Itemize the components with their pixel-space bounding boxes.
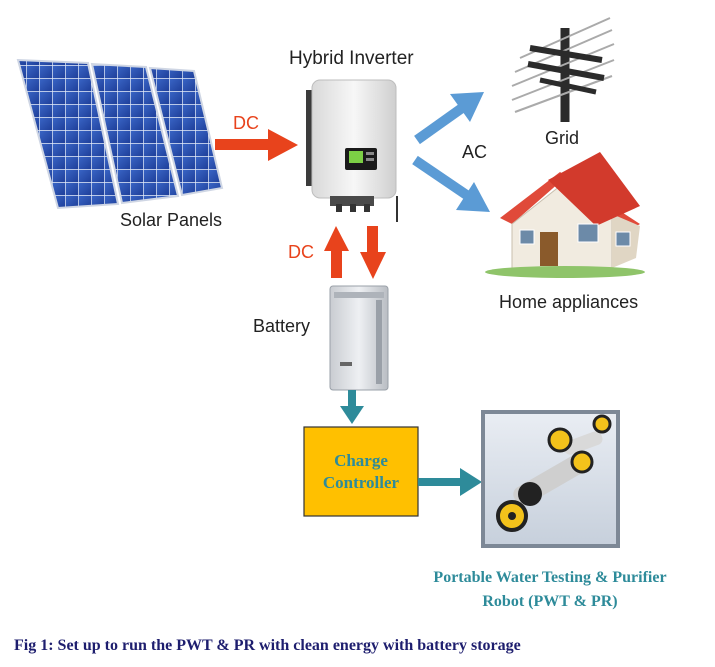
dc-arrow-inverter-to-battery — [360, 226, 386, 279]
solar-panels-label: Solar Panels — [120, 210, 222, 230]
hybrid-inverter-label: Hybrid Inverter — [289, 48, 414, 69]
arrow-battery-to-controller — [340, 390, 364, 424]
grid-label: Grid — [545, 128, 579, 148]
dc-label-top: DC — [233, 113, 259, 133]
ac-arrow-to-home — [412, 155, 490, 212]
grid-tower-icon — [511, 17, 615, 122]
ac-label: AC — [462, 142, 487, 162]
arrow-controller-to-robot — [418, 468, 482, 496]
battery-icon — [329, 285, 389, 391]
dc-arrow-solar-to-inverter — [215, 129, 298, 161]
dc-label-battery: DC — [288, 242, 314, 262]
ac-arrow-to-grid — [414, 92, 484, 145]
solar-panels-icon — [16, 58, 224, 210]
robot-image — [481, 410, 620, 548]
figure-caption: Fig 1: Set up to run the PWT & PR with c… — [14, 637, 521, 654]
hybrid-inverter-icon — [306, 79, 398, 222]
charge-controller-line1: Charge — [334, 451, 388, 470]
charge-controller-line2: Controller — [323, 473, 400, 492]
charge-controller-box: Charge Controller — [303, 426, 419, 517]
robot-label-line2: Robot (PWT & PR) — [482, 593, 617, 610]
battery-label: Battery — [253, 316, 310, 336]
home-icon — [485, 152, 645, 278]
robot-label-line1: Portable Water Testing & Purifier — [433, 569, 666, 586]
home-appliances-label: Home appliances — [499, 292, 638, 312]
dc-arrow-battery-to-inverter — [324, 226, 349, 278]
